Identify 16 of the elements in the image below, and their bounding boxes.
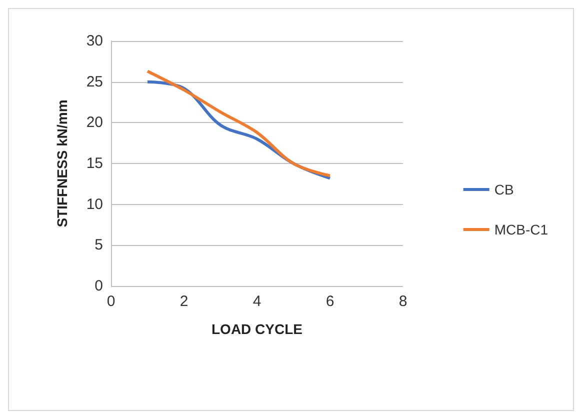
y-tick-label: 15 [86, 155, 103, 172]
y-tick-label: 25 [86, 73, 103, 90]
legend-label: MCB-C1 [494, 222, 548, 238]
y-tick-label: 5 [94, 236, 103, 254]
x-tick-label: 8 [398, 293, 408, 310]
y-tick-label: 20 [86, 114, 103, 132]
x-tick-label: 6 [326, 293, 334, 310]
x-tick-label: 2 [180, 293, 188, 310]
x-tick-label: 0 [106, 293, 116, 310]
y-tick-label: 30 [86, 32, 103, 50]
legend-label: CB [494, 182, 514, 198]
x-tick-label: 4 [252, 293, 262, 310]
y-tick-label: 10 [86, 196, 103, 213]
y-axis-title: STIFFNESS kN/mm [54, 100, 70, 228]
y-tick-label: 0 [94, 278, 103, 294]
x-axis-title: LOAD CYCLE [212, 321, 302, 337]
